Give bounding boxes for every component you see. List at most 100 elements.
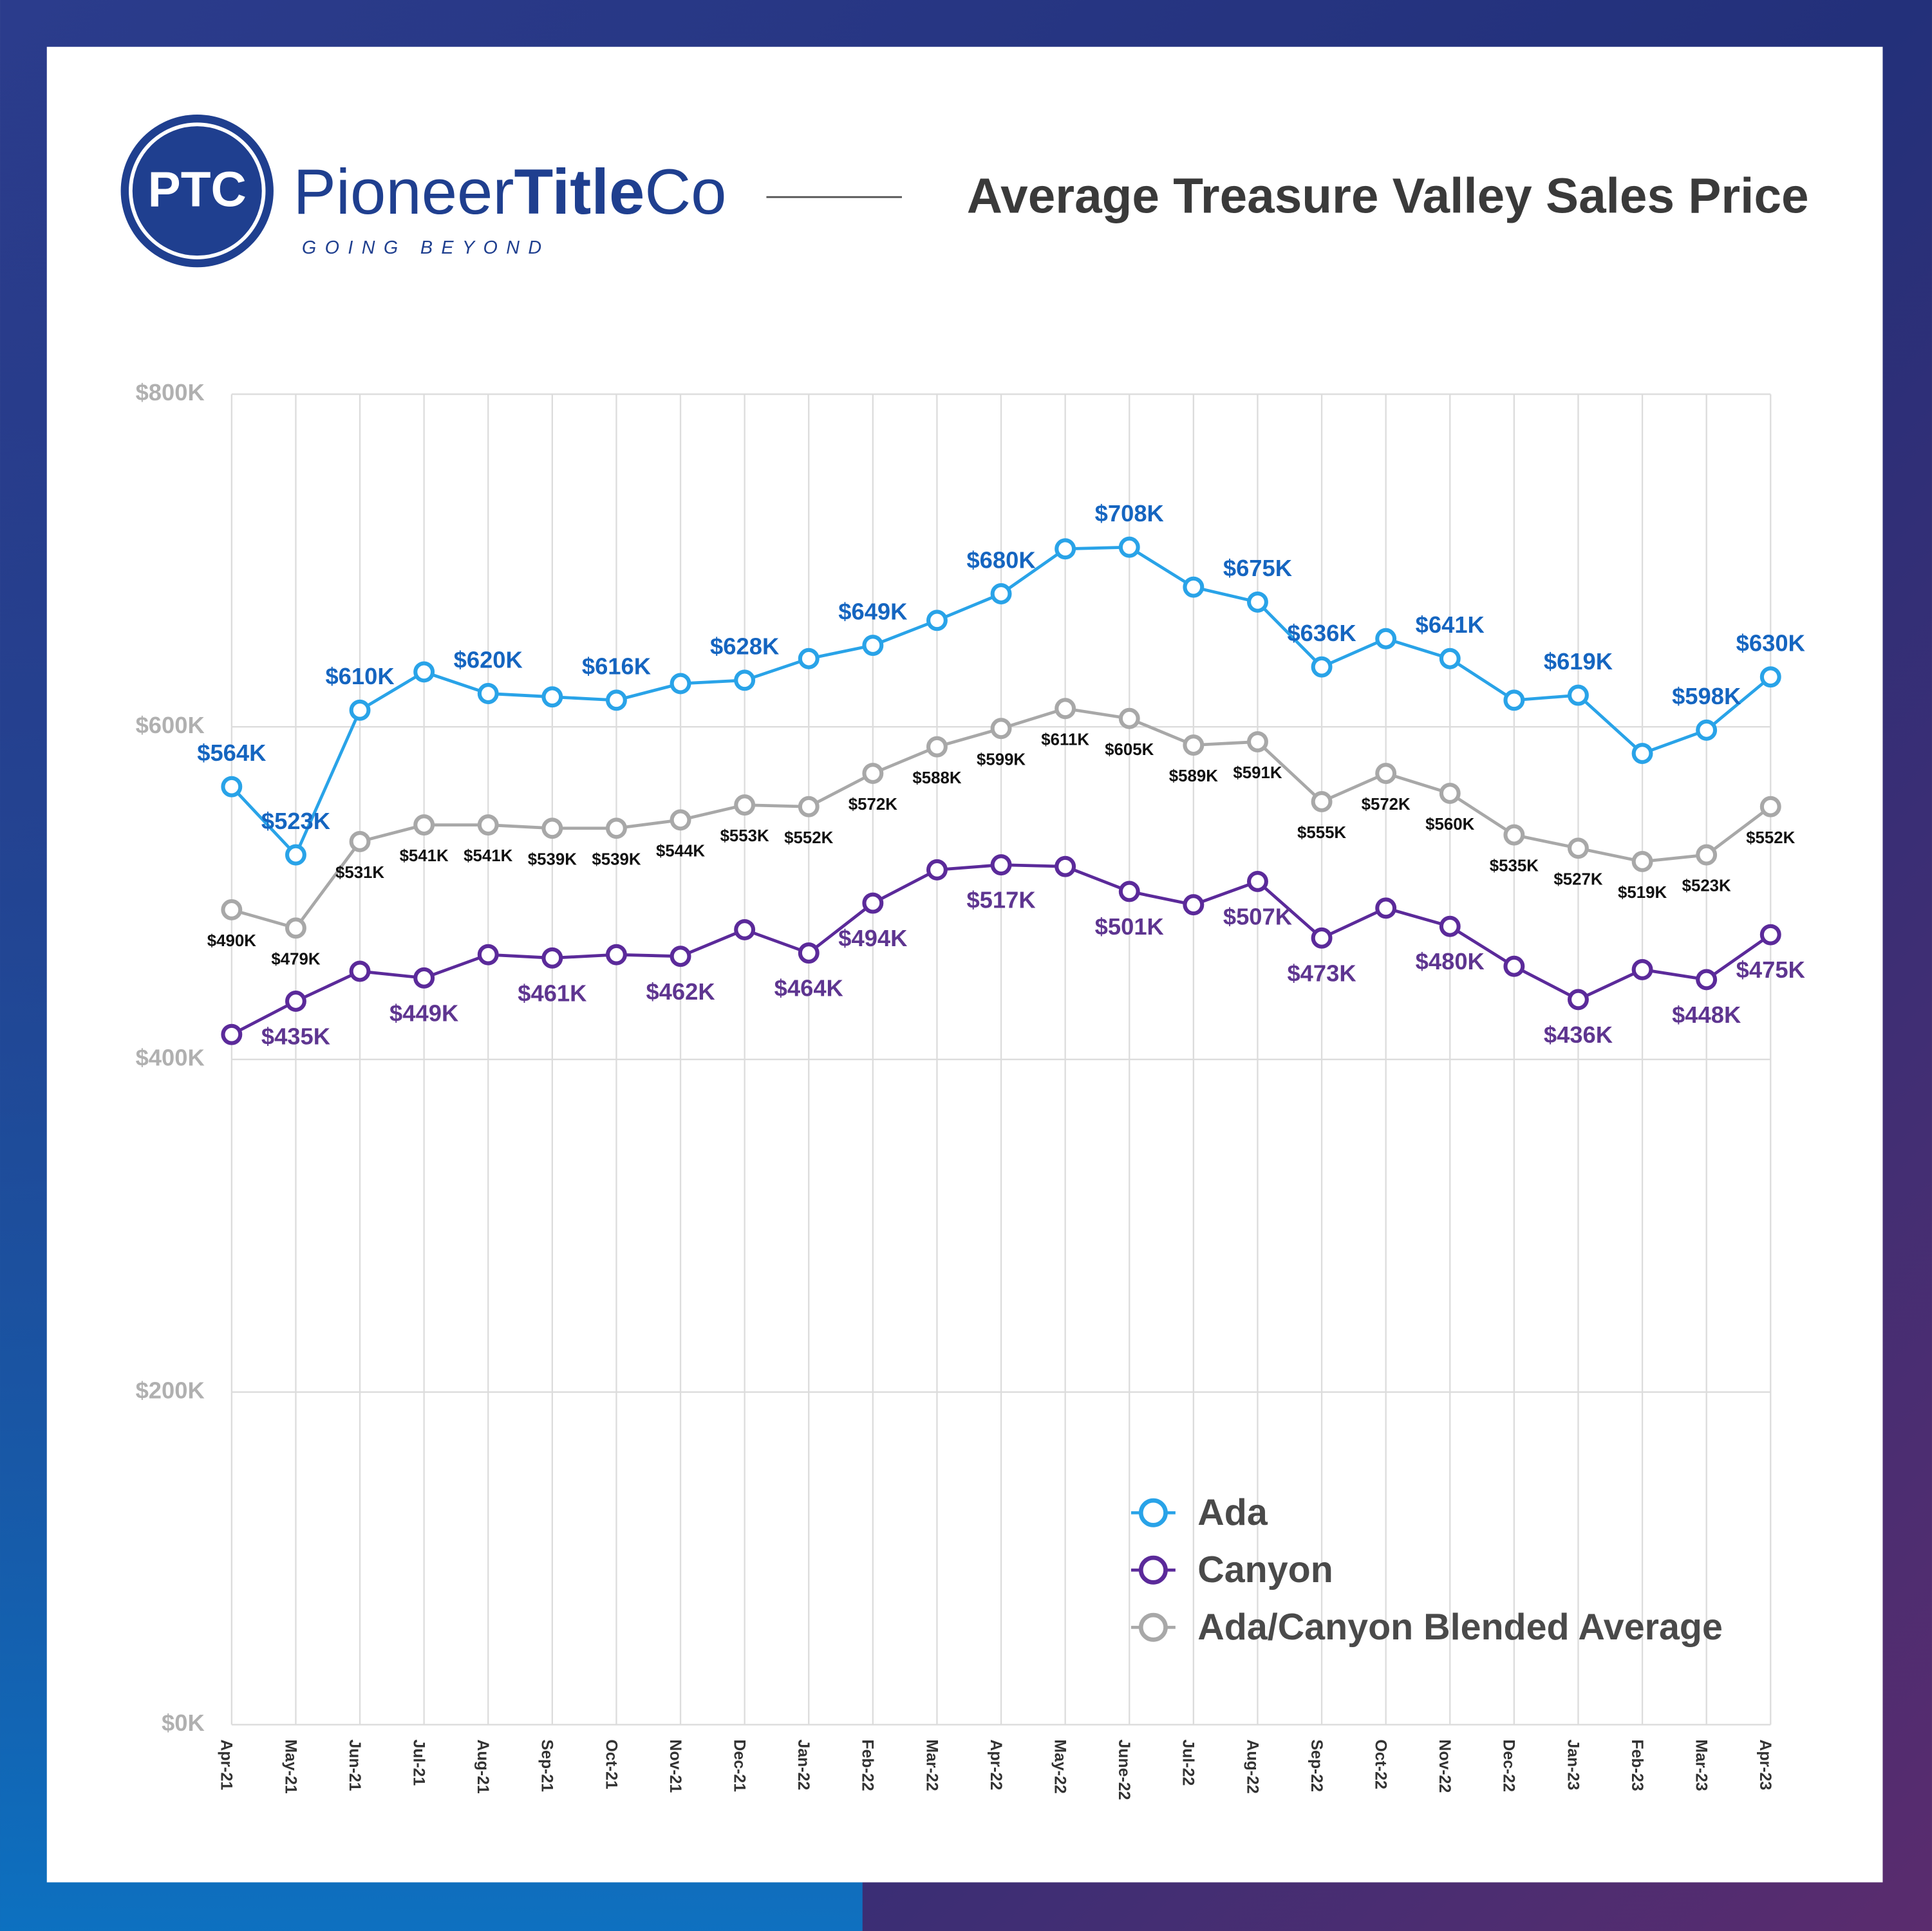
- data-point: [1375, 897, 1397, 919]
- data-label: $589K: [1169, 767, 1218, 785]
- x-tick-label: May-22: [1051, 1739, 1069, 1793]
- data-label: $620K: [454, 646, 523, 673]
- data-label: $572K: [1362, 796, 1411, 814]
- data-point: [670, 809, 691, 831]
- data-point: [1375, 763, 1397, 784]
- x-tick-label: Jan-22: [794, 1739, 812, 1790]
- data-point: [862, 635, 884, 657]
- data-point: [1567, 684, 1589, 706]
- data-point: [221, 776, 243, 798]
- data-point: [734, 669, 756, 691]
- data-point: [413, 967, 435, 989]
- data-label: $636K: [1287, 620, 1356, 646]
- data-label: $598K: [1672, 683, 1741, 709]
- legend-marker: [1138, 1498, 1168, 1527]
- x-tick-label: Apr-23: [1756, 1739, 1774, 1790]
- data-point: [413, 814, 435, 836]
- data-label: $475K: [1736, 956, 1805, 983]
- data-point: [1311, 790, 1333, 812]
- data-label: $462K: [646, 978, 715, 1005]
- y-tick-label: $400K: [136, 1045, 205, 1071]
- data-label: $591K: [1233, 764, 1282, 782]
- legend-label: Ada/Canyon Blended Average: [1197, 1607, 1723, 1648]
- x-tick-label: May-21: [281, 1739, 299, 1794]
- data-label: $541K: [400, 847, 449, 865]
- data-point: [1055, 698, 1076, 720]
- data-point: [798, 648, 820, 669]
- data-label: $527K: [1553, 870, 1602, 888]
- data-label: $479K: [271, 950, 320, 968]
- data-point: [1375, 628, 1397, 649]
- x-tick-label: Dec-21: [730, 1739, 748, 1792]
- data-point: [1631, 958, 1653, 980]
- data-point: [1567, 989, 1589, 1011]
- data-label: $464K: [774, 975, 843, 1002]
- data-label: $539K: [528, 850, 577, 868]
- brand-tagline: GOING BEYOND: [302, 238, 550, 258]
- data-point: [285, 917, 306, 939]
- data-label: $535K: [1490, 857, 1539, 875]
- y-tick-label: $800K: [136, 379, 205, 406]
- logo: PTC PioneerTitleCo GOING BEYOND: [120, 114, 727, 268]
- data-label: $616K: [582, 653, 651, 680]
- data-point: [670, 946, 691, 967]
- data-label: $544K: [656, 842, 705, 860]
- x-tick-label: Sep-22: [1308, 1739, 1326, 1792]
- data-point: [477, 814, 499, 836]
- data-point: [1696, 719, 1718, 741]
- x-tick-label: Apr-22: [987, 1739, 1005, 1790]
- data-label: $553K: [720, 827, 769, 845]
- data-point: [541, 817, 563, 839]
- data-label: $461K: [518, 980, 586, 1006]
- data-label: $630K: [1736, 630, 1805, 657]
- data-point: [1439, 648, 1461, 669]
- data-point: [926, 859, 948, 881]
- data-label: $436K: [1544, 1021, 1613, 1048]
- data-point: [1503, 824, 1525, 846]
- logo-ring: [129, 122, 266, 259]
- data-point: [477, 683, 499, 704]
- data-label: $680K: [966, 546, 1035, 573]
- data-label: $555K: [1297, 824, 1346, 842]
- data-point: [1696, 969, 1718, 991]
- data-point: [285, 844, 306, 866]
- data-point: [926, 736, 948, 758]
- data-label: $473K: [1287, 960, 1356, 986]
- legend-marker: [1138, 1555, 1168, 1585]
- y-tick-label: $600K: [136, 712, 205, 738]
- data-point: [605, 689, 627, 711]
- data-point: [349, 960, 371, 982]
- data-point: [990, 583, 1012, 604]
- data-label: $519K: [1618, 884, 1667, 902]
- data-point: [477, 944, 499, 966]
- data-point: [1759, 924, 1781, 946]
- data-point: [1759, 796, 1781, 817]
- data-point: [1183, 894, 1205, 916]
- x-tick-label: Jul-21: [409, 1739, 427, 1786]
- data-label: $610K: [325, 663, 394, 689]
- data-point: [1246, 871, 1268, 892]
- data-point: [605, 944, 627, 966]
- data-point: [1503, 955, 1525, 977]
- data-point: [670, 673, 691, 695]
- data-label: $541K: [464, 847, 512, 865]
- x-tick-label: Nov-22: [1436, 1739, 1454, 1793]
- data-point: [1118, 536, 1140, 558]
- data-point: [221, 1023, 243, 1045]
- x-tick-label: Jan-23: [1564, 1739, 1582, 1790]
- logo-circle: [120, 114, 274, 268]
- data-point: [926, 610, 948, 631]
- data-label: $641K: [1416, 611, 1485, 638]
- data-label: $572K: [849, 796, 897, 814]
- brand-name-c: Co: [644, 157, 726, 229]
- data-label: $501K: [1095, 913, 1164, 940]
- data-point: [541, 686, 563, 708]
- x-tick-label: Oct-21: [602, 1739, 620, 1789]
- data-point: [734, 794, 756, 816]
- logo-mark: PTC: [148, 163, 247, 218]
- x-tick-label: Sep-21: [538, 1739, 556, 1792]
- data-label: $628K: [710, 633, 779, 660]
- x-tick-label: June-22: [1115, 1739, 1133, 1800]
